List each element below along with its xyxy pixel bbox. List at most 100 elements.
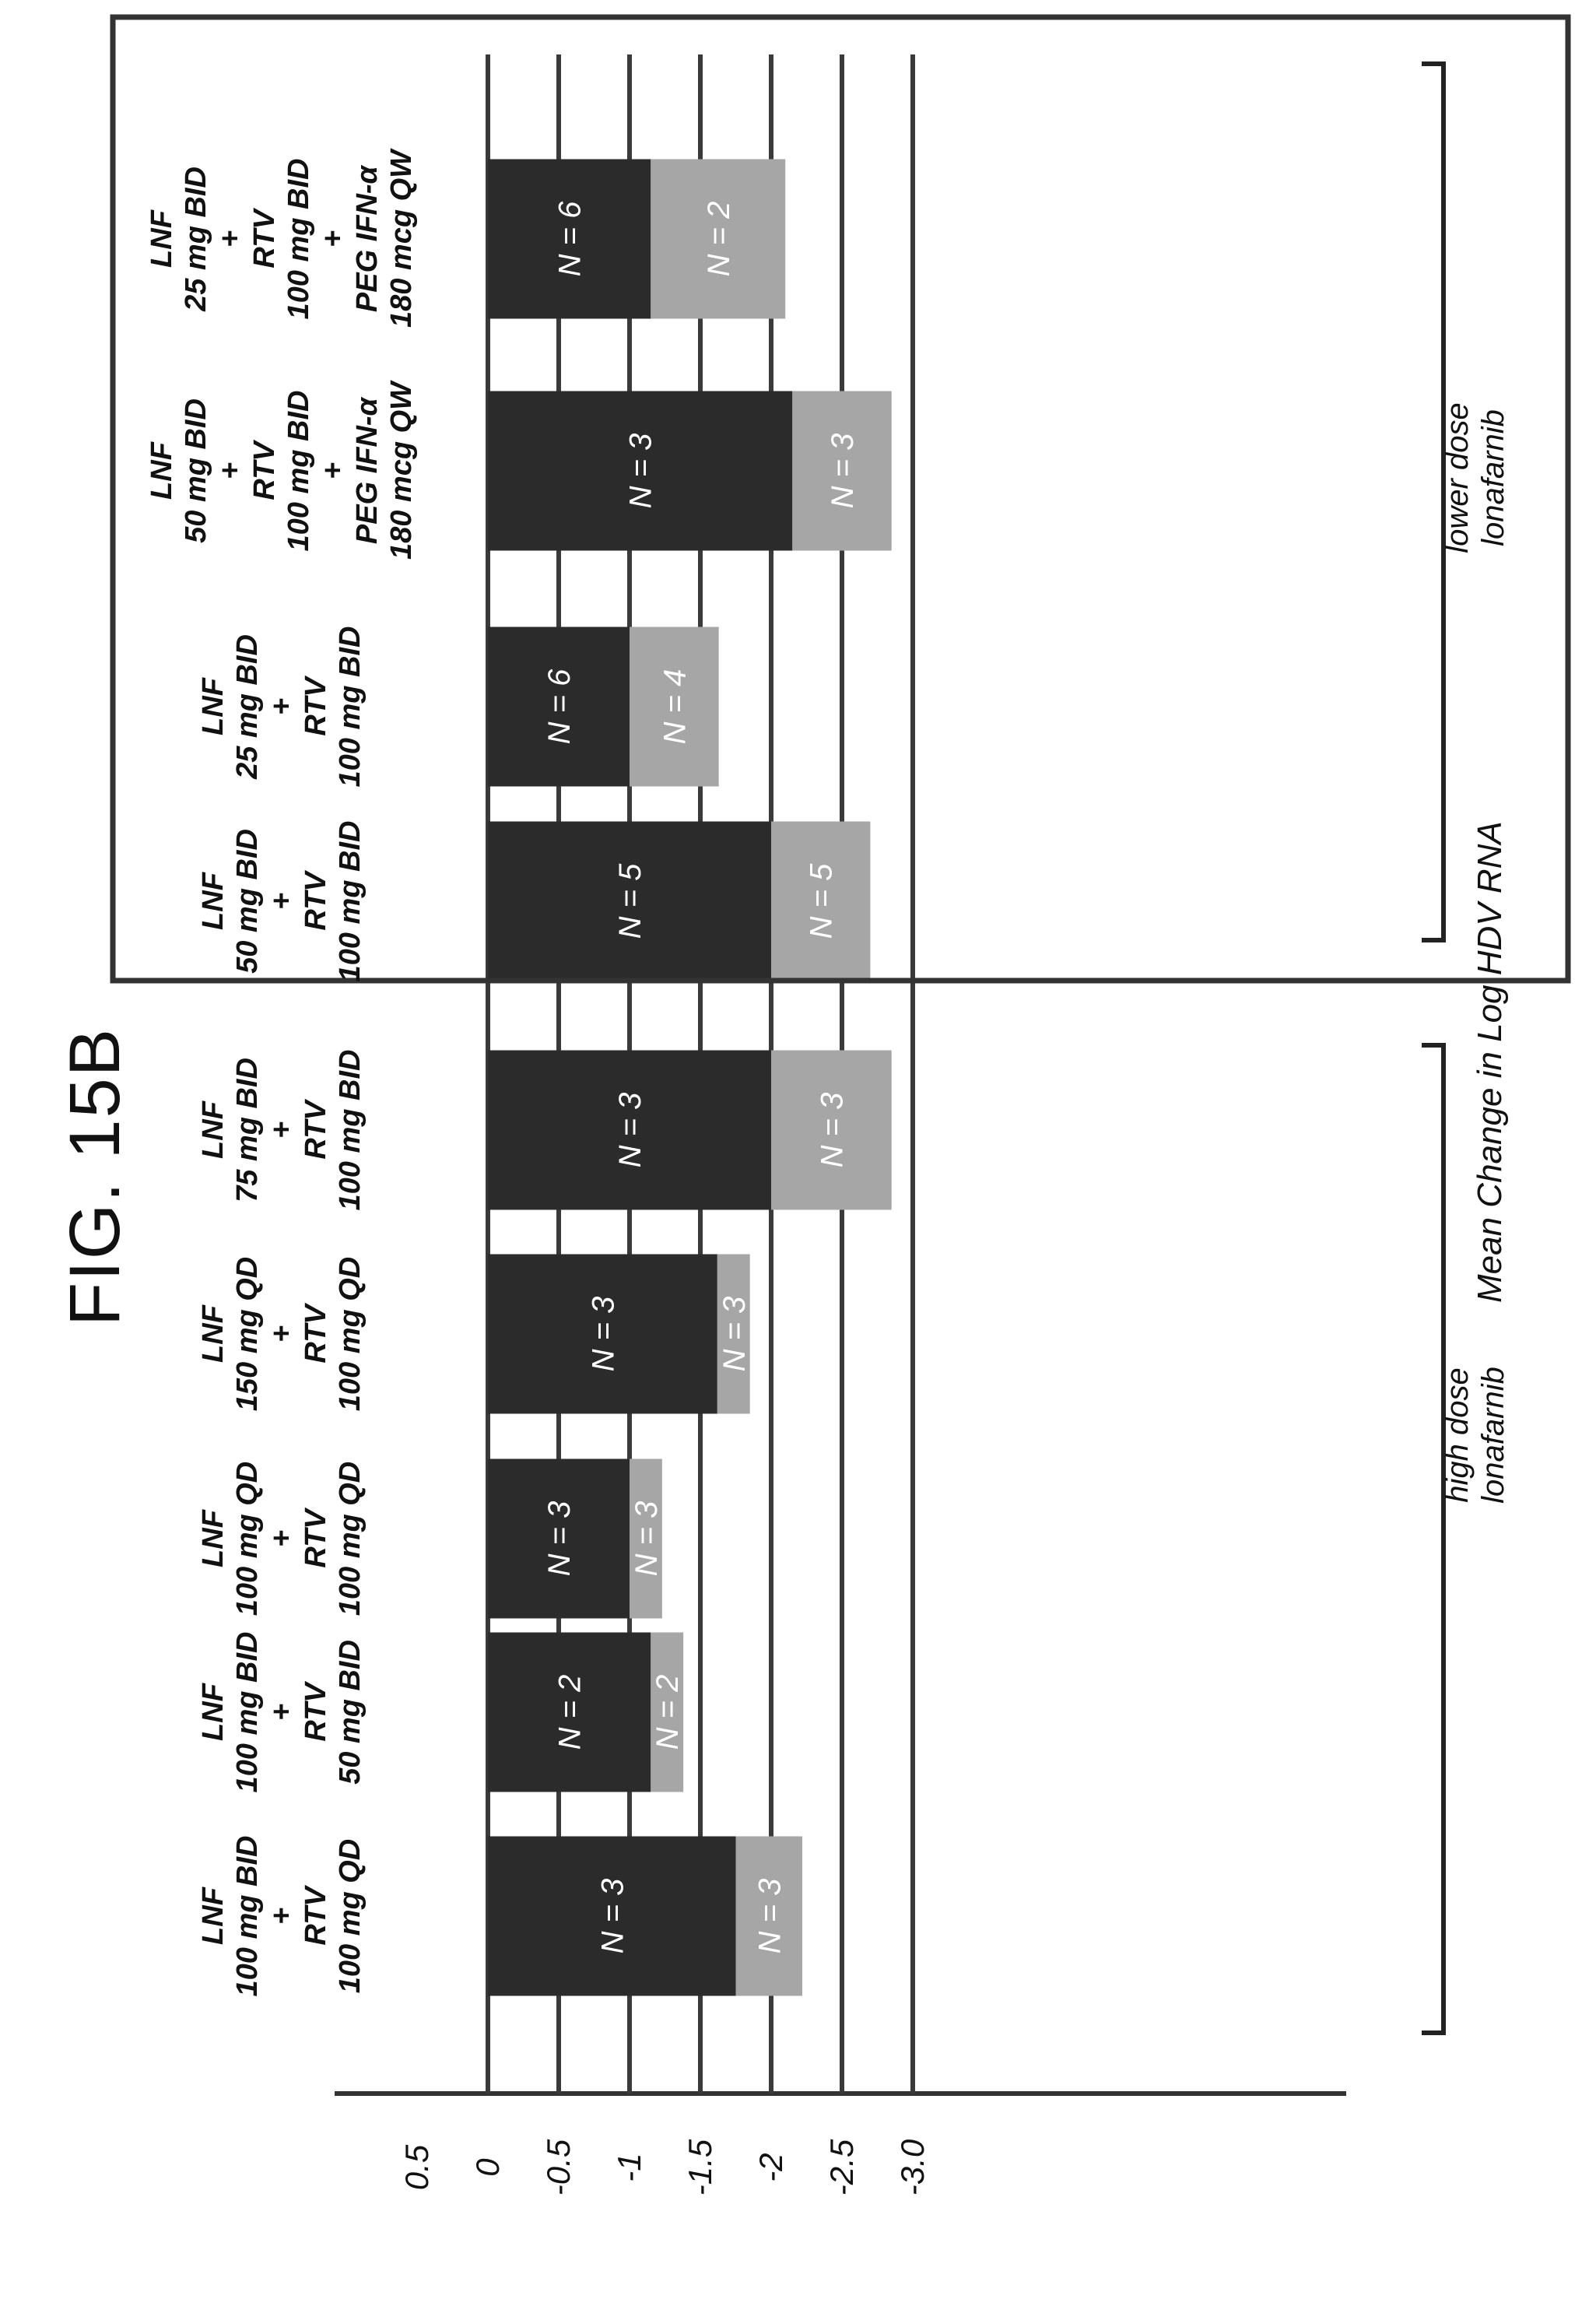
category-label: + (265, 893, 298, 910)
y-tick-label: -1.5 (682, 2139, 718, 2195)
category-label: LNF (197, 1886, 230, 1945)
bar-light (630, 1458, 662, 1619)
high-dose-bracket (1422, 1043, 1446, 2035)
category-label: 50 mg BID (231, 829, 264, 974)
category-label: + (265, 1908, 298, 1925)
y-tick-label: -2 (752, 2153, 789, 2181)
y-tick-label: -0.5 (540, 2139, 577, 2195)
bar-dark (488, 821, 771, 981)
category-label: LNF (146, 209, 178, 268)
category-label: RTV (300, 1681, 332, 1742)
category-label: LNF (197, 1100, 230, 1159)
n-label-light: N = 5 (805, 863, 839, 939)
category-label: LNF (197, 1682, 230, 1741)
n-label-dark: N = 3 (624, 433, 658, 509)
n-label-light: N = 3 (752, 1879, 787, 1954)
n-label-light: N = 4 (658, 669, 692, 745)
y-tick-label: -2.5 (823, 2139, 860, 2195)
n-label-dark: N = 6 (553, 201, 588, 276)
category-label: 25 mg BID (231, 634, 264, 780)
lower-dose-box (110, 14, 1571, 984)
category-label: 180 mcg QW (385, 380, 418, 560)
n-label-light: N = 3 (826, 433, 860, 509)
category-label: RTV (300, 870, 332, 931)
bar-dark (488, 1050, 771, 1210)
category-label: RTV (300, 1099, 332, 1160)
category-label: + (265, 1121, 298, 1139)
group-frames (110, 14, 1571, 2035)
category-label: LNF (197, 1304, 230, 1363)
n-label-light: N = 2 (702, 202, 736, 277)
category-label: RTV (300, 1885, 332, 1946)
category-label: RTV (300, 1508, 332, 1568)
group-label-high-dose: high dose lonafarnib (1440, 1367, 1510, 1504)
lower-dose-bracket (1422, 61, 1446, 942)
figure-title: FIG. 15B (55, 1027, 135, 1326)
n-label-dark: N = 5 (613, 863, 647, 939)
category-label: RTV (248, 208, 281, 269)
category-label: 150 mg QD (231, 1257, 264, 1412)
y-tick-label: -1 (611, 2153, 647, 2181)
category-label: 100 mg QD (231, 1462, 264, 1616)
category-label: 180 mcg QW (385, 148, 418, 328)
category-label: 25 mg BID (180, 167, 212, 312)
n-label-dark: N = 6 (542, 669, 577, 744)
n-label-dark: N = 3 (613, 1093, 647, 1168)
bars (488, 159, 892, 1996)
bar-dark (488, 1458, 630, 1619)
n-label-dark: N = 3 (595, 1879, 630, 1954)
bar-dark (488, 1836, 736, 1996)
category-label: 100 mg BID (282, 391, 315, 552)
n-label-dark: N = 3 (542, 1501, 577, 1577)
n-label-light: N = 2 (651, 1675, 685, 1750)
bar-light (651, 1632, 684, 1792)
y-axis-label: Mean Change in Log HDV RNA (1471, 821, 1509, 1303)
category-label: + (317, 462, 349, 479)
category-label: 50 mg BID (334, 1640, 367, 1785)
bar-dark (488, 1254, 717, 1414)
category-label: LNF (146, 440, 178, 500)
category-label: 100 mg BID (231, 1632, 264, 1793)
category-label: 75 mg BID (231, 1058, 264, 1202)
category-label: + (214, 230, 247, 247)
category-label: + (317, 230, 349, 247)
bar-light (771, 1050, 892, 1210)
group-label-lower-dose: lower dose lonafarnib (1440, 402, 1510, 553)
bar-light (792, 391, 892, 551)
y-tick-label: 0.5 (398, 2144, 435, 2190)
category-label: 100 mg BID (334, 821, 367, 982)
category-label: + (265, 698, 298, 715)
n-label-light: N = 3 (717, 1297, 752, 1372)
n-label-dark: N = 3 (586, 1297, 620, 1372)
category-label: 100 mg BID (334, 1050, 367, 1211)
category-label: PEG IFN-α (351, 396, 384, 544)
category-label: RTV (300, 1303, 332, 1364)
category-label: RTV (300, 676, 332, 736)
category-label: 100 mg BID (231, 1836, 264, 1997)
bar-dark (488, 627, 630, 787)
category-label: 100 mg BID (334, 627, 367, 788)
bar-light (771, 821, 871, 981)
n-label-light: N = 3 (630, 1501, 664, 1577)
bar-dark (488, 1632, 651, 1792)
category-label: PEG IFN-α (351, 164, 384, 312)
bar-dark (488, 159, 651, 319)
category-label: 50 mg BID (180, 398, 212, 543)
category-label: 100 mg QD (334, 1839, 367, 1994)
n-label-dark: N = 2 (553, 1675, 588, 1750)
category-label: + (265, 1530, 298, 1547)
bar-light (651, 159, 786, 319)
bar-light (630, 627, 719, 787)
bar-light (717, 1254, 750, 1414)
category-label: + (265, 1704, 298, 1721)
category-label: LNF (197, 1508, 230, 1567)
category-label: 100 mg BID (282, 159, 315, 320)
category-label: + (265, 1325, 298, 1343)
bar-dark (488, 391, 793, 551)
category-label: + (214, 462, 247, 479)
category-label: LNF (197, 676, 230, 735)
